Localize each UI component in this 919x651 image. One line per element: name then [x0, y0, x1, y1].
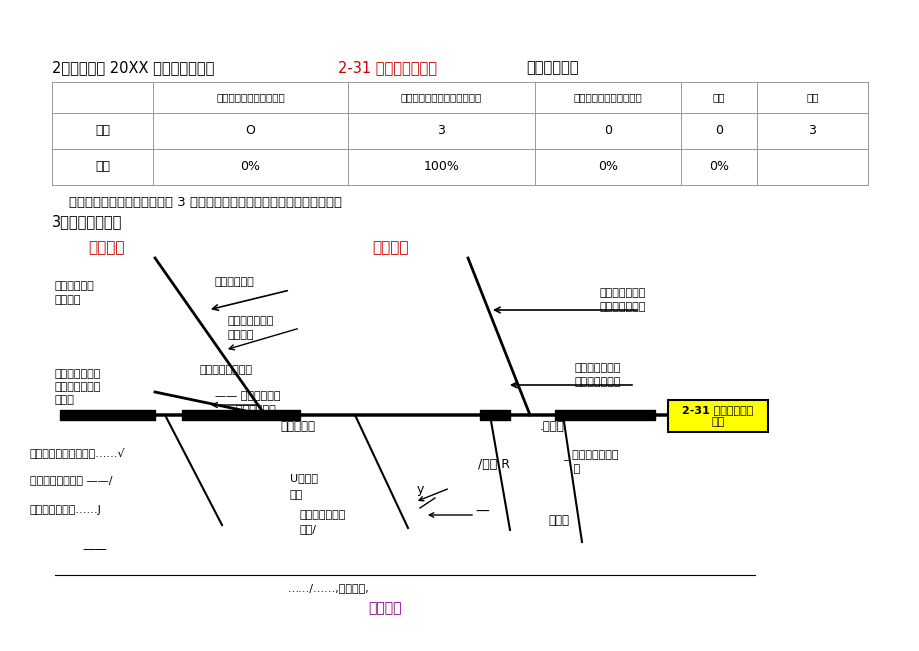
Text: 3: 3	[437, 124, 445, 137]
Text: 医疗资源有限: 医疗资源有限	[215, 277, 255, 287]
Text: 2、内分泌科 20XX 年第二季度出院: 2、内分泌科 20XX 年第二季度出院	[52, 61, 219, 76]
Text: 总计: 总计	[805, 92, 818, 102]
Bar	[667, 400, 767, 432]
Text: 人次: 人次	[95, 124, 110, 137]
Text: 病情本身: 病情本身	[368, 601, 402, 615]
Text: 医疗因素: 医疗因素	[88, 240, 124, 255]
Text: y: y	[416, 484, 424, 497]
Text: /病情 R: /病情 R	[478, 458, 509, 471]
Text: _ 疾病木身慢性进
   展: _ 疾病木身慢性进 展	[562, 450, 618, 474]
Text: 0%: 0%	[240, 161, 260, 174]
Text: 0%: 0%	[597, 161, 618, 174]
Text: ——: ——	[82, 544, 107, 557]
Text: 100%: 100%	[423, 161, 459, 174]
Text: 医护人员对非计
划重返住院重视
度不足: 医护人员对非计 划重返住院重视 度不足	[55, 369, 101, 405]
Text: 疾病早期没有及时治疗……√: 疾病早期没有及时治疗……√	[30, 447, 126, 458]
Text: 0: 0	[604, 124, 611, 137]
Text: 因患者自身因素导致再次住院: 因患者自身因素导致再次住院	[401, 92, 482, 102]
Text: 易反复: 易反复	[548, 514, 568, 527]
Text: 对疾病重视不足……J: 对疾病重视不足……J	[30, 505, 102, 515]
Text: 设备有限，诊
断受限制: 设备有限，诊 断受限制	[55, 281, 95, 305]
Text: 经济因素，病情
未稳定提早出院: 经济因素，病情 未稳定提早出院	[599, 288, 646, 312]
Text: 2-31 天非计划重返
住院: 2-31 天非计划重返 住院	[682, 405, 753, 427]
Text: 0: 0	[714, 124, 722, 137]
Text: —— 医护人员诊断
      水平有待提高: —— 医护人员诊断 水平有待提高	[215, 391, 280, 415]
Text: 3: 3	[808, 124, 815, 137]
Text: ……/……,慢性疾病,: ……/……,慢性疾病,	[288, 583, 369, 593]
Text: 我科出院非计划重返住院患者 3 例，均为患者自身病情变化导致再次住院。: 我科出院非计划重返住院患者 3 例，均为患者自身病情变化导致再次住院。	[52, 195, 342, 208]
Text: 2-31 天非计划重返住: 2-31 天非计划重返住	[337, 61, 437, 76]
Text: 社会因素: 社会因素	[371, 240, 408, 255]
Text: O: O	[245, 124, 255, 137]
Text: 出院宣教、疾病
健康宣教: 出院宣教、疾病 健康宣教	[228, 316, 274, 340]
Text: 患者接受能力有限: 患者接受能力有限	[199, 365, 253, 375]
Text: 0%: 0%	[709, 161, 728, 174]
Text: 其他: 其他	[712, 92, 724, 102]
Text: 病情复杂，需频
治疗/: 病情复杂，需频 治疗/	[300, 510, 346, 534]
Text: 院原因分析表: 院原因分析表	[526, 61, 578, 76]
Text: 抵抗力下降: 抵抗力下降	[280, 421, 315, 434]
Text: 因其他原因导致再次住院: 因其他原因导致再次住院	[573, 92, 641, 102]
Text: 出院后不按时随诊 ——/: 出院后不按时随诊 ——/	[30, 475, 112, 485]
Text: 比例: 比例	[95, 161, 110, 174]
Text: 疾病: 疾病	[289, 490, 303, 500]
Text: 社区服务中心未
能提供有效服务: 社区服务中心未 能提供有效服务	[574, 363, 620, 387]
Text: 3、分析鱼骨图：: 3、分析鱼骨图：	[52, 214, 122, 230]
Text: 因诊治问题导致再次住院: 因诊治问题导致再次住院	[216, 92, 285, 102]
Text: —: —	[474, 505, 488, 519]
Text: U并多种: U并多种	[289, 473, 318, 483]
Text: .复不定: .复不定	[539, 421, 564, 434]
